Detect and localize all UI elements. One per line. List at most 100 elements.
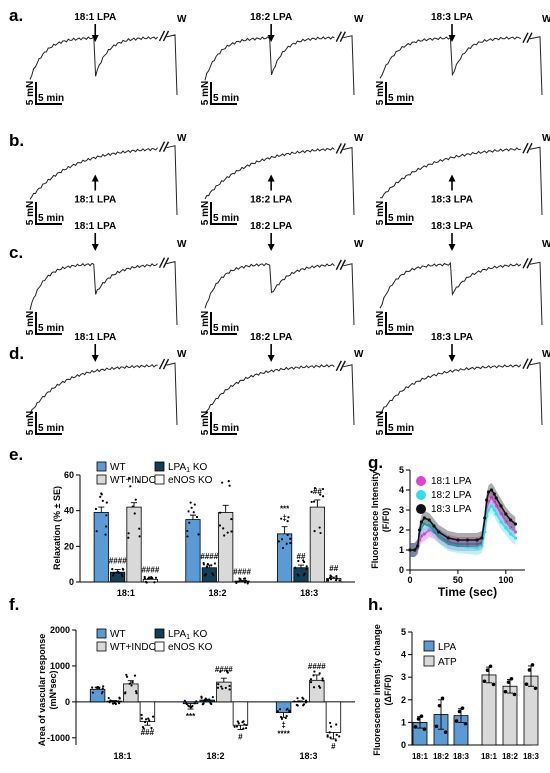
bar (93, 512, 109, 583)
data-point (205, 565, 209, 568)
data-point (305, 567, 308, 571)
washout-label: W (177, 349, 187, 360)
washout-label: W (354, 239, 364, 250)
series-point (504, 512, 508, 516)
data-point (297, 574, 300, 577)
washout-label: W (542, 14, 550, 25)
x-tick-label: 0 (407, 575, 412, 585)
data-point (309, 681, 313, 684)
legend-label: WT (110, 462, 126, 473)
data-point (95, 686, 98, 689)
data-point (279, 708, 282, 711)
lpa-arrowhead (91, 355, 99, 362)
y-tick-label: 2000 (50, 625, 70, 635)
data-point (236, 720, 239, 723)
data-point (284, 716, 287, 720)
trace-line (29, 362, 178, 426)
washout-label: W (177, 133, 187, 144)
break-mark (158, 358, 170, 370)
break-mark (522, 142, 533, 154)
data-point (209, 701, 212, 704)
error-bar (220, 677, 227, 683)
data-point (140, 713, 143, 717)
trace-line (204, 262, 355, 326)
force-scale-label: 5 mN (375, 411, 386, 435)
data-point (512, 692, 517, 697)
data-point (288, 710, 291, 713)
data-point (130, 684, 133, 687)
data-point (91, 691, 95, 694)
data-point (100, 493, 103, 496)
data-point (112, 572, 115, 575)
force-scale-label: 5 mN (25, 81, 36, 105)
data-point (105, 525, 108, 528)
legend-swatch (154, 641, 165, 652)
data-point (217, 683, 220, 686)
washout-label: W (542, 133, 550, 144)
data-point (434, 724, 439, 729)
data-point (147, 717, 150, 720)
series-point (499, 512, 503, 516)
force-scale-label: 5 mN (200, 201, 211, 225)
data-point (100, 692, 103, 695)
error-band (410, 491, 516, 557)
data-point (117, 700, 120, 703)
data-point (99, 495, 102, 498)
bar (126, 506, 142, 583)
data-point (321, 487, 325, 491)
lpa-arrowhead (267, 244, 275, 251)
series-point (492, 500, 496, 504)
scale-bar (35, 412, 62, 435)
series-point (486, 500, 491, 504)
error-bar (127, 680, 134, 684)
data-point (105, 501, 108, 504)
data-point (143, 577, 147, 580)
data-point (131, 505, 134, 508)
y-tick-label: 5 (399, 465, 404, 475)
data-point (305, 565, 308, 568)
lpa-label: 18:1 LPA (74, 195, 116, 206)
bar (309, 679, 325, 703)
series-point (427, 518, 431, 522)
legend-label: LPA (438, 642, 456, 653)
data-point (338, 735, 341, 738)
series-point (489, 488, 494, 492)
series-point (422, 516, 426, 520)
data-point (304, 699, 308, 702)
series-point (408, 548, 412, 552)
panel-letter: f. (9, 595, 19, 614)
data-point (244, 579, 247, 582)
data-point (187, 704, 190, 707)
data-point (457, 709, 462, 714)
data-point (312, 674, 315, 677)
significance-mark: #### (215, 665, 233, 674)
data-point (104, 533, 107, 536)
error-bar (297, 564, 304, 568)
panel-letter: e. (9, 445, 23, 464)
series-point (422, 522, 426, 526)
error-bar (281, 526, 288, 534)
data-point (319, 531, 322, 535)
data-point (202, 702, 205, 705)
data-point (121, 575, 124, 578)
legend-label: LPA1 KO (168, 462, 208, 474)
lpa-arrowhead (448, 355, 456, 362)
data-point (228, 688, 231, 691)
break-mark (522, 32, 533, 43)
data-point (503, 689, 508, 694)
scale-bar (385, 412, 412, 435)
time-scale-label: 5 min (38, 93, 64, 104)
significance-mark: #### (109, 557, 127, 566)
washout-label: W (354, 349, 364, 360)
data-point (128, 682, 131, 685)
data-point (279, 715, 283, 719)
break-mark (335, 143, 346, 154)
series-point (446, 536, 450, 540)
data-point (140, 717, 143, 720)
legend-label: eNOS KO (168, 475, 213, 486)
y-tick-label: 1 (399, 545, 404, 555)
data-point (245, 726, 248, 730)
significance-mark: *** (186, 712, 196, 721)
washout-label: W (177, 239, 187, 250)
legend-label: WT+INDO (110, 642, 157, 653)
